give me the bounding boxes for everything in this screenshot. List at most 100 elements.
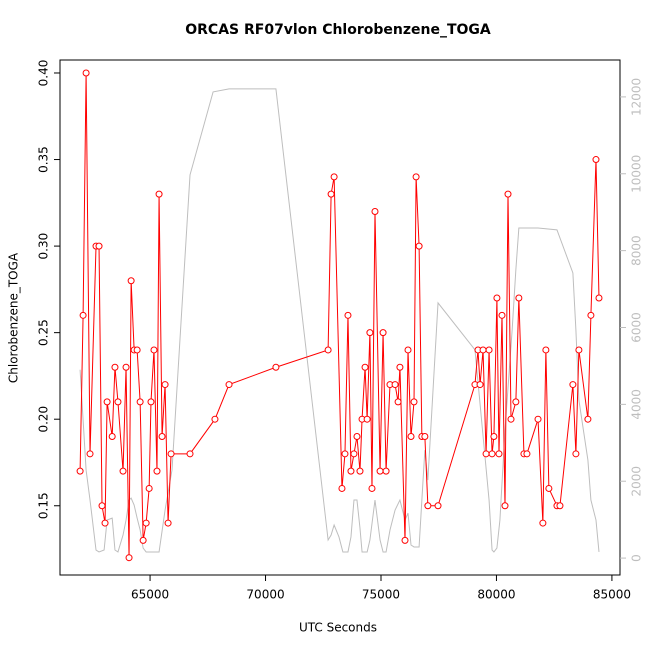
- point: [272, 363, 280, 371]
- point: [327, 190, 335, 198]
- point: [575, 346, 583, 354]
- point: [545, 484, 553, 492]
- y-tick-label: 0.40: [37, 60, 51, 87]
- y2-tick-label: 12000: [630, 78, 644, 116]
- point: [482, 450, 490, 458]
- point: [495, 450, 503, 458]
- point: [376, 467, 384, 475]
- point: [569, 381, 577, 389]
- point: [371, 207, 379, 215]
- y2-tick-label: 2000: [630, 466, 644, 497]
- point: [155, 190, 163, 198]
- point: [515, 294, 523, 302]
- point: [498, 311, 506, 319]
- point: [145, 484, 153, 492]
- point: [119, 467, 127, 475]
- x-tick-label: 80000: [477, 588, 515, 602]
- point: [98, 502, 106, 510]
- point: [479, 346, 487, 354]
- point: [150, 346, 158, 354]
- point: [404, 346, 412, 354]
- y2-tick-label: 10000: [630, 155, 644, 193]
- point: [493, 294, 501, 302]
- x-tick-label: 65000: [131, 588, 169, 602]
- point: [485, 346, 493, 354]
- point: [164, 519, 172, 527]
- point: [142, 519, 150, 527]
- point: [139, 536, 147, 544]
- point: [512, 398, 520, 406]
- y-tick-label: 0.15: [37, 492, 51, 519]
- point: [158, 433, 166, 441]
- y2-tick-label: 4000: [630, 389, 644, 420]
- plot-frame: [59, 59, 621, 576]
- point: [324, 346, 332, 354]
- point: [415, 242, 423, 250]
- point: [391, 381, 399, 389]
- point: [412, 173, 420, 181]
- point: [103, 398, 111, 406]
- point: [382, 467, 390, 475]
- point: [108, 433, 116, 441]
- point: [476, 381, 484, 389]
- point: [424, 502, 432, 510]
- point: [136, 398, 144, 406]
- point: [421, 433, 429, 441]
- point: [167, 450, 175, 458]
- point: [211, 415, 219, 423]
- point: [161, 381, 169, 389]
- point: [127, 277, 135, 285]
- point: [86, 450, 94, 458]
- point: [396, 363, 404, 371]
- point: [539, 519, 547, 527]
- x-tick-label: 75000: [362, 588, 400, 602]
- y-tick-label: 0.35: [37, 146, 51, 173]
- point: [101, 519, 109, 527]
- point: [368, 484, 376, 492]
- point: [82, 69, 90, 77]
- point: [592, 156, 600, 164]
- point: [542, 346, 550, 354]
- point: [122, 363, 130, 371]
- point: [125, 554, 133, 562]
- x-tick-label: 70000: [246, 588, 284, 602]
- point: [361, 363, 369, 371]
- point: [111, 363, 119, 371]
- point: [434, 502, 442, 510]
- y2-tick-label: 6000: [630, 312, 644, 343]
- x-tick-label: 85000: [593, 588, 631, 602]
- point: [341, 450, 349, 458]
- y-tick-label: 0.20: [37, 406, 51, 433]
- point: [363, 415, 371, 423]
- point: [534, 415, 542, 423]
- chart-title: ORCAS RF07vlon Chlorobenzene_TOGA: [185, 22, 491, 38]
- y-axis-label: Chlorobenzene_TOGA: [7, 252, 21, 383]
- point: [556, 502, 564, 510]
- point: [344, 311, 352, 319]
- point: [350, 450, 358, 458]
- point: [225, 381, 233, 389]
- point: [584, 415, 592, 423]
- point: [501, 502, 509, 510]
- y-tick-label: 0.30: [37, 233, 51, 260]
- point: [407, 433, 415, 441]
- point: [488, 450, 496, 458]
- point: [587, 311, 595, 319]
- point: [147, 398, 155, 406]
- point: [153, 467, 161, 475]
- point: [76, 467, 84, 475]
- point: [79, 311, 87, 319]
- y2-tick-label: 8000: [630, 235, 644, 266]
- point: [347, 467, 355, 475]
- point: [394, 398, 402, 406]
- point: [186, 450, 194, 458]
- point: [366, 329, 374, 337]
- point: [523, 450, 531, 458]
- point: [330, 173, 338, 181]
- point: [572, 450, 580, 458]
- point: [401, 536, 409, 544]
- y-tick-label: 0.25: [37, 319, 51, 346]
- point: [133, 346, 141, 354]
